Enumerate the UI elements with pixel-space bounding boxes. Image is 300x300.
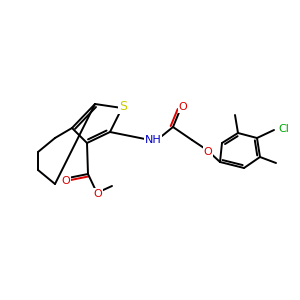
Text: O: O: [204, 147, 212, 157]
Text: O: O: [178, 102, 188, 112]
Text: S: S: [119, 100, 127, 113]
Text: O: O: [61, 176, 70, 186]
Text: Cl: Cl: [278, 124, 289, 134]
Text: O: O: [94, 189, 102, 199]
Text: NH: NH: [145, 135, 161, 145]
